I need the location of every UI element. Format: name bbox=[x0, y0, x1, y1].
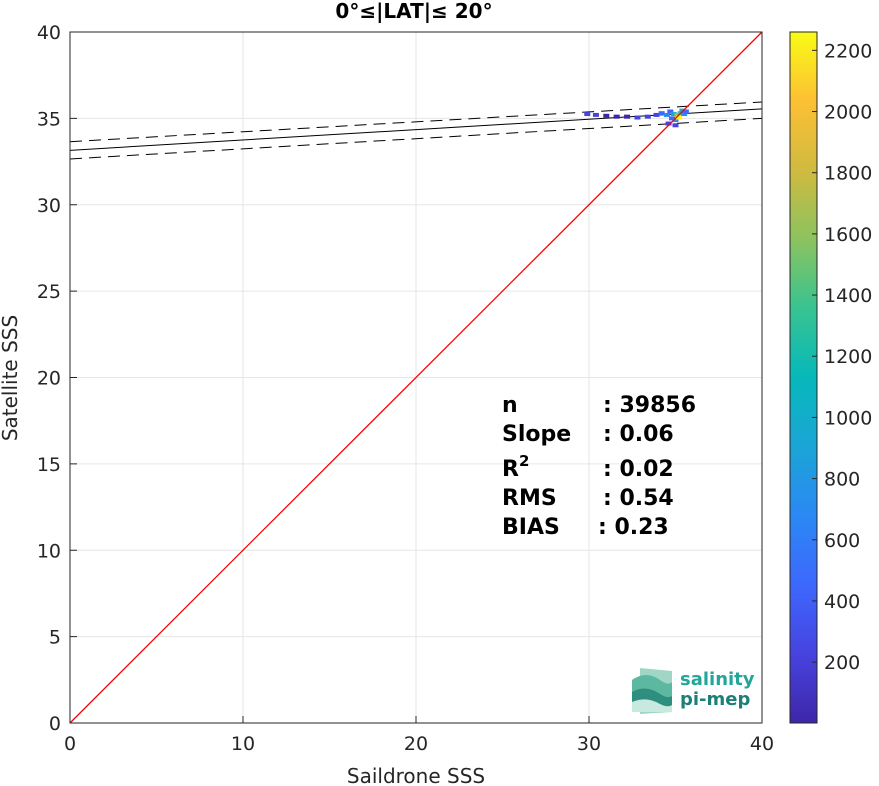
y-tick-label: 10 bbox=[37, 540, 61, 562]
colorbar-tick-label: 400 bbox=[824, 591, 860, 613]
x-axis-ticks: 0 10 20 30 40 bbox=[64, 716, 774, 755]
density-point bbox=[675, 115, 682, 120]
colorbar-tick-label: 1000 bbox=[824, 407, 872, 429]
x-tick-label: 40 bbox=[750, 733, 774, 755]
x-tick-label: 30 bbox=[577, 733, 601, 755]
density-point bbox=[672, 118, 679, 123]
y-axis-label: Satellite SSS bbox=[0, 315, 22, 441]
density-point bbox=[682, 109, 689, 114]
density-point bbox=[634, 115, 641, 120]
logo-text-line1: salinity bbox=[680, 669, 755, 690]
y-tick-label: 40 bbox=[37, 22, 61, 44]
y-tick-label: 35 bbox=[37, 108, 61, 130]
y-axis-ticks: 0 5 10 15 20 25 30 35 40 bbox=[37, 22, 77, 735]
colorbar: 200 400 600 800 1000 1200 1400 1600 1800 2000 2200 bbox=[789, 31, 872, 724]
y-tick-label: 20 bbox=[37, 368, 61, 390]
density-point bbox=[592, 112, 599, 117]
density-point bbox=[653, 112, 660, 117]
statistics-box: n : 39856 Slope : 0.06 R2 : 0.02 RMS : 0… bbox=[502, 393, 696, 540]
y-tick-label: 0 bbox=[49, 713, 61, 735]
x-axis-label: Saildrone SSS bbox=[347, 764, 485, 786]
colorbar-tick-label: 1600 bbox=[824, 224, 872, 246]
salinity-pimep-logo: salinity pi-mep bbox=[632, 668, 755, 714]
density-point bbox=[674, 112, 681, 117]
logo-text-line2: pi-mep bbox=[680, 689, 750, 710]
plot-area bbox=[69, 31, 763, 724]
colorbar-gradient bbox=[790, 32, 817, 723]
density-point bbox=[624, 114, 631, 119]
density-point bbox=[669, 116, 676, 121]
one-to-one-line bbox=[69, 31, 763, 724]
density-point bbox=[658, 111, 665, 116]
density-point bbox=[665, 121, 672, 126]
stat-n-value: : 39856 bbox=[603, 393, 696, 418]
colorbar-tick-label: 2000 bbox=[824, 102, 872, 124]
colorbar-tick-label: 1400 bbox=[824, 285, 872, 307]
density-point bbox=[667, 109, 674, 114]
colorbar-tick-label: 200 bbox=[824, 652, 860, 674]
stat-n-label: n bbox=[502, 393, 518, 418]
stat-r2-label: R2 bbox=[502, 452, 529, 482]
y-tick-label: 5 bbox=[49, 627, 61, 649]
logo-wave-icon bbox=[632, 668, 672, 714]
colorbar-tick-label: 600 bbox=[824, 530, 860, 552]
colorbar-tick-label: 800 bbox=[824, 469, 860, 491]
density-point bbox=[644, 114, 651, 119]
y-tick-label: 15 bbox=[37, 454, 61, 476]
chart-title: 0°≤|LAT|≤ 20° bbox=[335, 0, 492, 23]
colorbar-frame bbox=[789, 31, 818, 724]
x-tick-label: 20 bbox=[404, 733, 428, 755]
density-point bbox=[670, 112, 677, 117]
regression-lower-bound bbox=[69, 117, 763, 160]
colorbar-tick-label: 1200 bbox=[824, 346, 872, 368]
y-tick-label: 25 bbox=[37, 281, 61, 303]
stat-rms-label: RMS bbox=[502, 486, 557, 511]
density-point bbox=[672, 123, 679, 128]
stat-r2-superscript: 2 bbox=[519, 452, 529, 470]
density-point bbox=[681, 112, 688, 117]
density-point bbox=[584, 112, 591, 117]
stat-bias-label: BIAS bbox=[502, 515, 560, 540]
stat-r2-value: : 0.02 bbox=[603, 457, 674, 482]
stat-slope-label: Slope bbox=[502, 422, 571, 447]
stat-bias-value: : 0.23 bbox=[598, 515, 669, 540]
density-point bbox=[663, 112, 670, 117]
regression-upper-bound bbox=[69, 101, 763, 143]
stat-slope-value: : 0.06 bbox=[603, 422, 674, 447]
y-tick-label: 30 bbox=[37, 195, 61, 217]
colorbar-ticks: 200 400 600 800 1000 1200 1400 1600 1800 2000 2200 bbox=[812, 40, 872, 674]
density-point bbox=[613, 114, 620, 119]
stat-rms-value: : 0.54 bbox=[603, 486, 674, 511]
x-tick-label: 0 bbox=[64, 733, 76, 755]
x-tick-label: 10 bbox=[231, 733, 255, 755]
colorbar-tick-label: 1800 bbox=[824, 163, 872, 185]
colorbar-tick-label: 2200 bbox=[824, 40, 872, 62]
density-point bbox=[603, 113, 610, 118]
stat-r2-base: R bbox=[502, 457, 519, 482]
